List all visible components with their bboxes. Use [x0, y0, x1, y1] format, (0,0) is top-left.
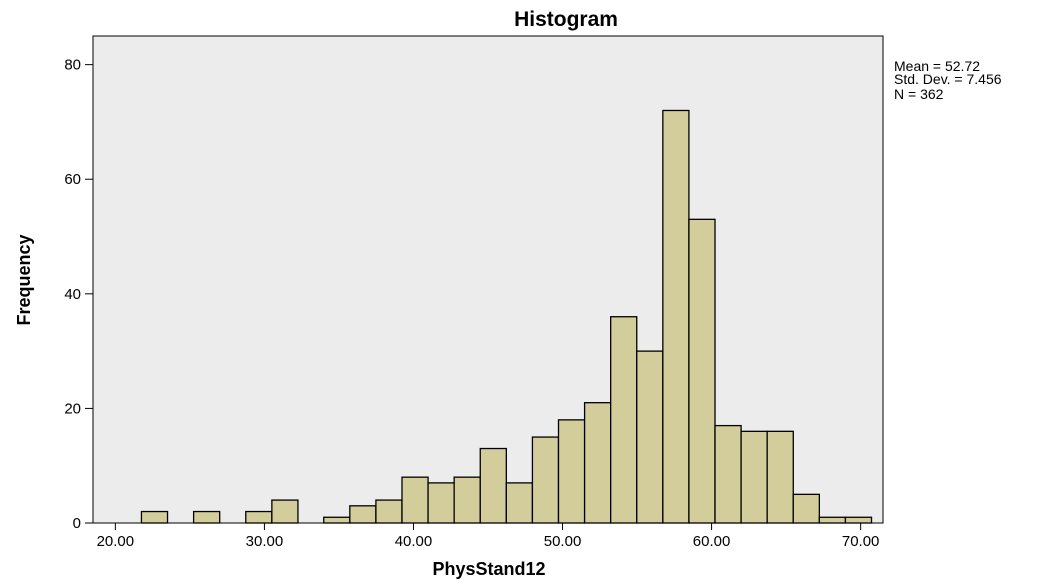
histogram-bar: [479, 447, 507, 524]
x-tick-label: 50.00: [544, 533, 582, 550]
histogram-bar: [401, 476, 429, 524]
x-axis: 20.00 30.00 40.00 50.00 60.00 70.00: [97, 523, 880, 550]
stats-std-dev: Std. Dev. = 7.456: [894, 71, 1002, 87]
histogram-bar: [427, 482, 455, 524]
chart-title: Histogram: [514, 8, 618, 31]
histogram-bar: [375, 499, 403, 524]
y-tick-label: 40: [64, 286, 81, 303]
histogram-bar: [192, 510, 221, 524]
histogram-bar: [140, 510, 169, 524]
histogram-bar: [271, 499, 299, 524]
histogram-bar: [610, 316, 638, 524]
histogram-bar: [792, 493, 821, 524]
y-tick-label: 80: [64, 57, 81, 74]
histogram-bar: [714, 424, 742, 524]
stats-box: Mean = 52.72 Std. Dev. = 7.456 N = 362: [894, 58, 1002, 102]
y-tick-label: 60: [64, 171, 81, 188]
x-tick-label: 60.00: [693, 533, 731, 550]
y-tick-label: 0: [73, 515, 81, 532]
histogram-bar: [844, 516, 873, 524]
bars-group: [140, 109, 873, 524]
histogram-bar: [557, 419, 586, 524]
histogram-bar: [453, 476, 481, 524]
x-tick-label: 20.00: [97, 533, 135, 550]
stats-n: N = 362: [894, 86, 944, 102]
histogram-bar: [688, 218, 716, 524]
histogram-bar: [583, 402, 612, 524]
histogram-bar: [323, 516, 351, 524]
y-axis-title: Frequency: [14, 234, 34, 325]
histogram-bar: [740, 430, 768, 524]
x-tick-label: 70.00: [842, 533, 880, 550]
histogram-bar: [818, 516, 847, 524]
histogram-bar: [505, 482, 534, 524]
y-axis: 0 20 40 60 80: [64, 57, 93, 532]
x-axis-title: PhysStand12: [432, 559, 545, 579]
stats-mean: Mean = 52.72: [894, 58, 980, 74]
x-tick-label: 30.00: [246, 533, 284, 550]
histogram-bar: [531, 436, 560, 524]
histogram-bar: [662, 109, 690, 524]
histogram-bar: [636, 350, 664, 524]
y-tick-label: 20: [64, 400, 81, 417]
histogram-bar: [245, 510, 273, 524]
histogram-bar: [766, 430, 794, 524]
x-tick-label: 40.00: [395, 533, 433, 550]
histogram-bar: [349, 505, 377, 524]
